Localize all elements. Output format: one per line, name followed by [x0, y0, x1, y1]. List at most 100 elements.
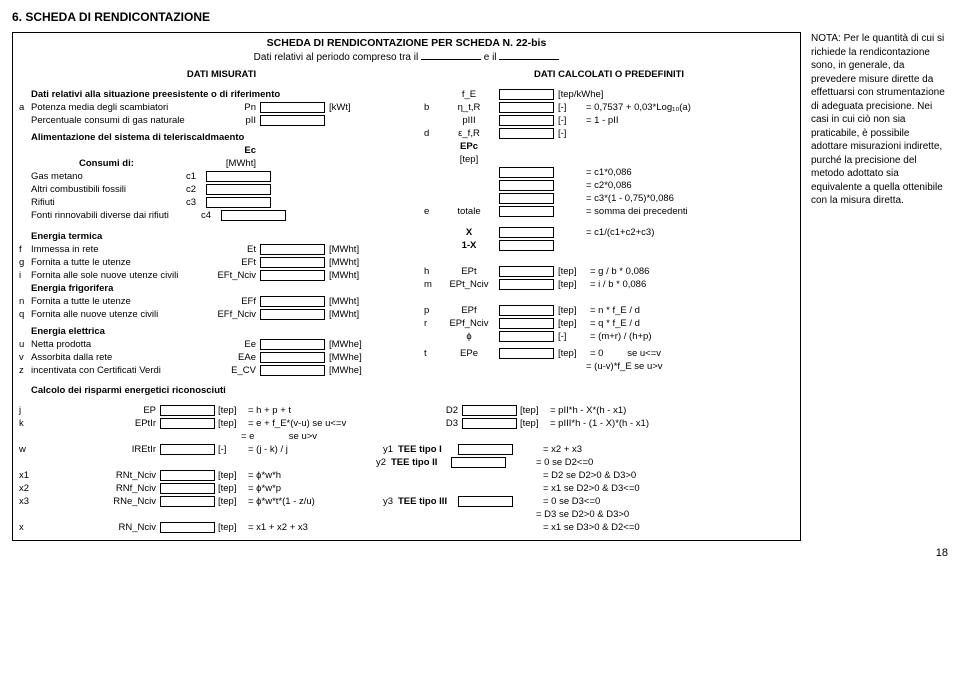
c6s: RNt_Nciv: [31, 470, 160, 481]
l16a: n: [19, 295, 31, 308]
l21: incentivata con Certificati Verdi: [31, 364, 206, 377]
c6f: = ϕ*w*h: [248, 470, 383, 481]
c10-input[interactable]: [160, 522, 215, 533]
c1r-input[interactable]: [462, 405, 517, 416]
r13-input[interactable]: [499, 266, 554, 277]
l15: Energia frigorifera: [31, 282, 113, 295]
c7u: [tep]: [215, 483, 248, 494]
c6rf: = D2 se D2>0 & D3>0: [543, 470, 636, 481]
c1a: j: [19, 405, 31, 416]
r2-input[interactable]: [499, 102, 554, 113]
c7s: RNf_Nciv: [31, 483, 160, 494]
r11b-input[interactable]: [499, 240, 554, 251]
r19-input[interactable]: [499, 348, 554, 359]
l16u: [MWht]: [329, 295, 359, 308]
sub-b: e il: [481, 52, 499, 63]
scheda-header: SCHEDA DI RENDICONTAZIONE PER SCHEDA N. …: [19, 37, 794, 49]
l19-input[interactable]: [260, 339, 325, 350]
l7s: c1: [186, 170, 206, 183]
c1-input[interactable]: [160, 405, 215, 416]
l19a: u: [19, 338, 31, 351]
r3-input[interactable]: [499, 115, 554, 126]
calc-header: Calcolo dei risparmi energetici riconosc…: [19, 385, 794, 396]
c1rs: D2: [398, 405, 462, 416]
l16s: EFf: [206, 295, 260, 308]
r4-input[interactable]: [499, 128, 554, 139]
l14-input[interactable]: [260, 270, 325, 281]
l16-input[interactable]: [260, 296, 325, 307]
r11-input[interactable]: [499, 227, 554, 238]
c8f: = ϕ*w*t*(1 - z/u): [248, 496, 383, 507]
sub-a: Dati relativi al periodo compreso tra il: [254, 52, 421, 63]
c2rs: D3: [398, 418, 462, 429]
c6-input[interactable]: [160, 470, 215, 481]
r1-input[interactable]: [499, 89, 554, 100]
l17a: q: [19, 308, 31, 321]
c8s: RNe_Nciv: [31, 496, 160, 507]
r17-input[interactable]: [499, 318, 554, 329]
r17f: = q * f_E / d: [590, 317, 640, 330]
l13-input[interactable]: [260, 257, 325, 268]
c5rs: TEE tipo II: [391, 457, 451, 468]
c10s: RN_Nciv: [31, 522, 160, 533]
l12-input[interactable]: [260, 244, 325, 255]
c8u: [tep]: [215, 496, 248, 507]
r16-input[interactable]: [499, 305, 554, 316]
r9f: = c3*(1 - 0,75)*0,086: [586, 192, 674, 205]
l3-input[interactable]: [260, 115, 325, 126]
c10u: [tep]: [215, 522, 248, 533]
c2r-input[interactable]: [462, 418, 517, 429]
l21a: z: [19, 364, 31, 377]
c7-input[interactable]: [160, 483, 215, 494]
c2a: k: [19, 418, 31, 429]
r17b-input[interactable]: [499, 331, 554, 342]
l9-input[interactable]: [206, 197, 271, 208]
l12s: Et: [206, 243, 260, 256]
l7-input[interactable]: [206, 171, 271, 182]
r10a: e: [424, 205, 439, 218]
c1u: [tep]: [215, 405, 248, 416]
l17s: EFf_Nciv: [206, 308, 260, 321]
c4r-input[interactable]: [458, 444, 513, 455]
r7-input[interactable]: [499, 167, 554, 178]
l19s: Ee: [206, 338, 260, 351]
r8f: = c2*0,086: [586, 179, 632, 192]
l12u: [MWht]: [329, 243, 359, 256]
l21-input[interactable]: [260, 365, 325, 376]
r10f: = somma dei precedenti: [586, 205, 688, 218]
r8-input[interactable]: [499, 180, 554, 191]
l8-input[interactable]: [206, 184, 271, 195]
c5r-input[interactable]: [451, 457, 506, 468]
r9-input[interactable]: [499, 193, 554, 204]
l17-input[interactable]: [260, 309, 325, 320]
c7rf: = x1 se D2>0 & D3<=0: [543, 483, 640, 494]
r11b: 1-X: [439, 239, 499, 252]
c2-input[interactable]: [160, 418, 215, 429]
right-header: DATI CALCOLATI O PREDEFINITI: [424, 69, 794, 80]
l2-input[interactable]: [260, 102, 325, 113]
scheda-box: SCHEDA DI RENDICONTAZIONE PER SCHEDA N. …: [12, 32, 801, 541]
c8r-input[interactable]: [458, 496, 513, 507]
r14s: EPt_Nciv: [439, 278, 499, 291]
r16a: p: [424, 304, 439, 317]
c8rf: = 0 se D3<=0: [543, 496, 600, 507]
r14-input[interactable]: [499, 279, 554, 290]
c4rs: TEE tipo I: [398, 444, 458, 455]
l20-input[interactable]: [260, 352, 325, 363]
r7f: = c1*0,086: [586, 166, 632, 179]
l13a: g: [19, 256, 31, 269]
page-title: 6. SCHEDA DI RENDICONTAZIONE: [12, 10, 948, 24]
c2u: [tep]: [215, 418, 248, 429]
l10-input[interactable]: [221, 210, 286, 221]
c8-input[interactable]: [160, 496, 215, 507]
l18: Energia elettrica: [31, 325, 105, 338]
c10rf: = x1 se D3>0 & D2<=0: [543, 522, 640, 533]
l20: Assorbita dalla rete: [31, 351, 206, 364]
c1f: = h + p + t: [248, 405, 383, 416]
r2f: = 0,7537 + 0,03*Log₁₀(a): [586, 101, 691, 114]
r10-input[interactable]: [499, 206, 554, 217]
r3s: pIII: [439, 114, 499, 127]
c4-input[interactable]: [160, 444, 215, 455]
l21s: E_CV: [206, 364, 260, 377]
r14f: = i / b * 0,086: [590, 278, 646, 291]
